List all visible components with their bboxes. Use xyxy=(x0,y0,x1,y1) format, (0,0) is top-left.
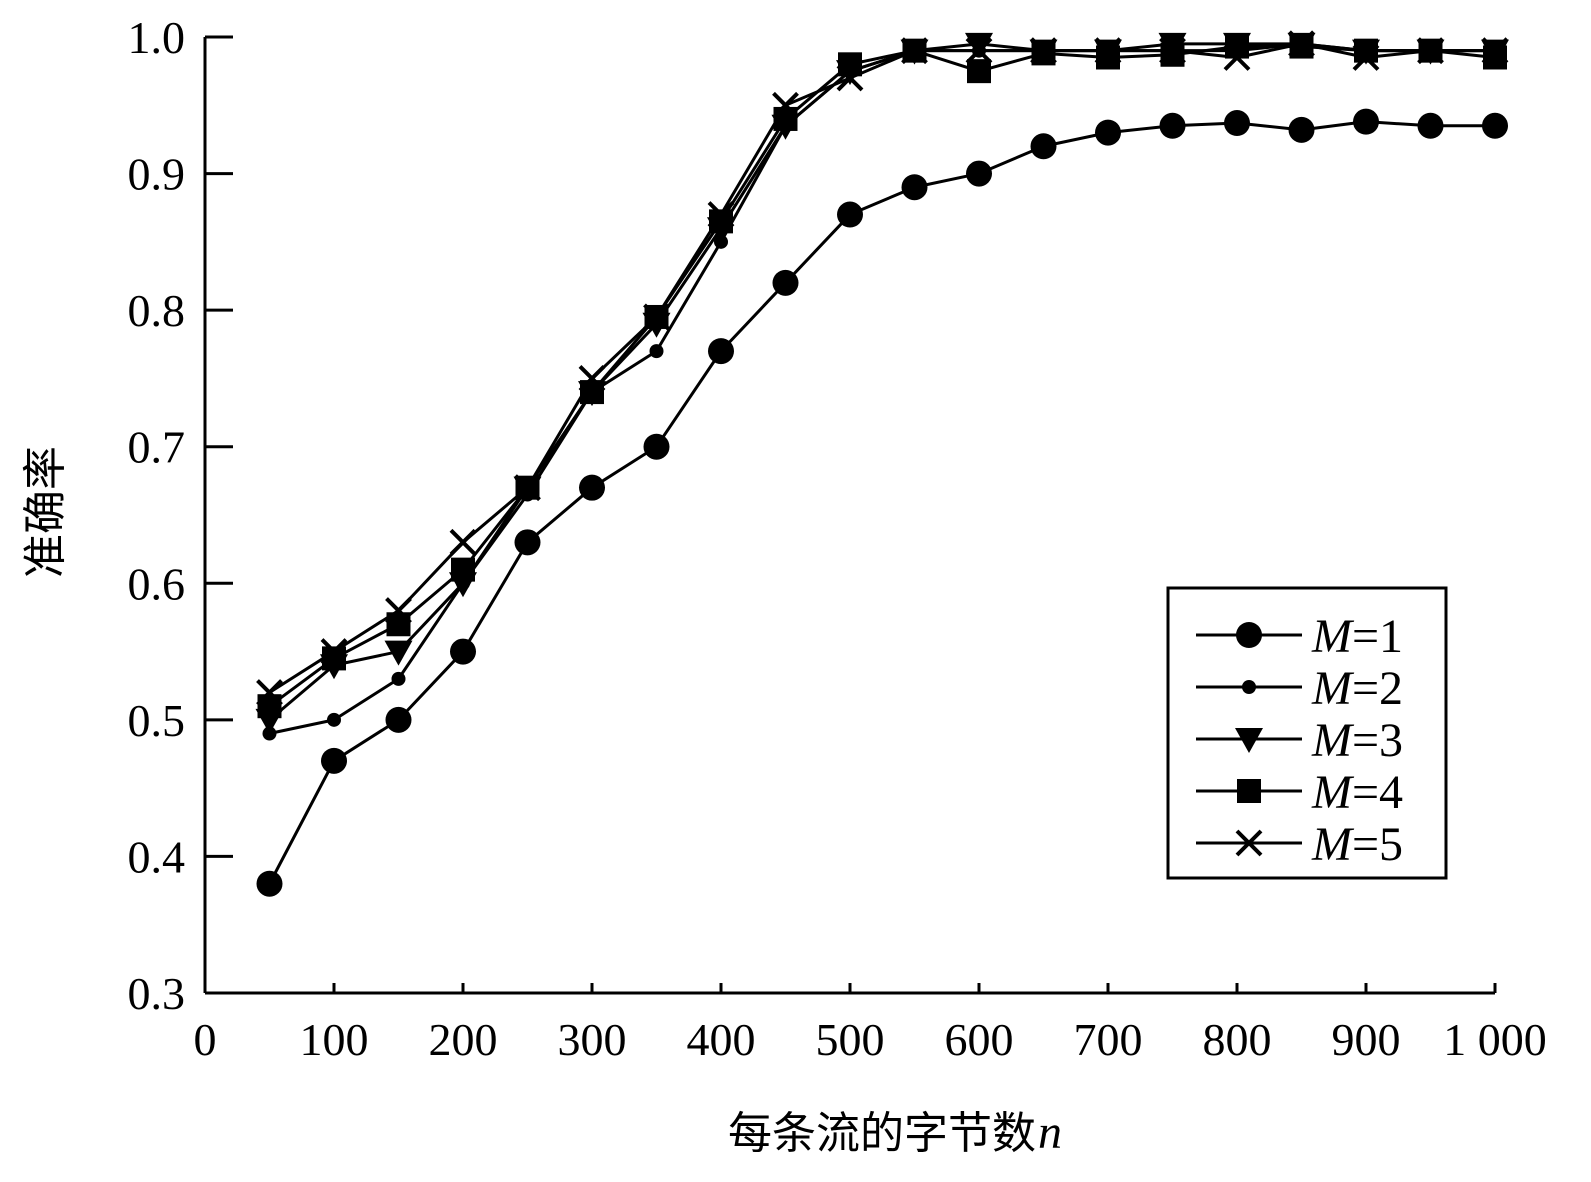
data-point xyxy=(1160,42,1185,67)
data-point xyxy=(1094,37,1122,65)
x-tick-label: 400 xyxy=(687,1014,756,1065)
data-point xyxy=(451,557,475,582)
data-point xyxy=(901,174,928,201)
y-tick-label: 0.9 xyxy=(128,149,186,200)
data-point xyxy=(643,303,670,331)
data-point xyxy=(965,37,993,65)
data-point xyxy=(384,640,413,666)
data-point xyxy=(1288,30,1315,58)
data-point xyxy=(320,638,348,665)
x-tick-label: 500 xyxy=(816,1014,885,1065)
legend-marker xyxy=(1242,680,1256,694)
data-point xyxy=(1482,112,1508,139)
data-point xyxy=(391,671,406,686)
x-axis-label: 每条流的字节数 xyxy=(728,1108,1036,1159)
x-tick-label: 200 xyxy=(429,1014,498,1065)
y-tick-label: 1.0 xyxy=(128,12,186,63)
legend-item: M=2 xyxy=(1196,662,1403,715)
legend-box xyxy=(1166,586,1448,880)
legend-marker xyxy=(1236,622,1262,648)
data-point xyxy=(257,694,282,719)
data-point xyxy=(385,706,412,733)
x-tick-label: 700 xyxy=(1074,1014,1143,1065)
data-point xyxy=(385,597,412,625)
y-tick-label: 0.7 xyxy=(128,422,186,473)
data-point xyxy=(450,638,476,665)
x-axis-title: 每条流的字节数 n xyxy=(728,1106,1062,1159)
data-point xyxy=(772,269,799,296)
data-point xyxy=(837,201,863,228)
legend-label: M=2 xyxy=(1311,662,1403,715)
x-tick-label: 600 xyxy=(945,1014,1014,1065)
data-point xyxy=(1030,37,1057,65)
y-tick-label: 0.4 xyxy=(128,831,186,882)
data-point xyxy=(1223,44,1251,71)
data-point xyxy=(1417,37,1444,65)
data-point xyxy=(836,64,864,92)
series-M=5 xyxy=(256,30,1509,706)
x-tick-label: 0 xyxy=(194,1014,217,1065)
y-tick-label: 0.3 xyxy=(128,968,186,1019)
legend: M=1M=2M=3M=4M=5 xyxy=(1166,586,1448,880)
data-point xyxy=(1353,108,1379,135)
x-tick-label: 300 xyxy=(558,1014,627,1065)
x-tick-label: 900 xyxy=(1332,1014,1401,1065)
y-tick-label: 0.8 xyxy=(128,285,186,336)
data-point xyxy=(1224,110,1250,137)
data-point xyxy=(579,474,605,501)
legend-item: M=3 xyxy=(1196,714,1403,767)
data-point xyxy=(256,870,283,897)
series-layer xyxy=(255,30,1509,897)
data-point xyxy=(1030,133,1057,160)
legend-label: M=4 xyxy=(1311,766,1403,819)
data-point xyxy=(772,91,799,119)
data-point xyxy=(514,474,541,502)
legend-marker xyxy=(1235,829,1263,857)
legend-marker xyxy=(1237,779,1261,803)
data-point xyxy=(327,712,341,727)
y-tick-label: 0.6 xyxy=(128,558,186,609)
legend-label: M=5 xyxy=(1311,818,1403,871)
data-point xyxy=(966,160,992,187)
axes: 0 100 200 300 400 500 600 700 800 900 1 000 0.3 0.4 0… xyxy=(128,12,1547,1065)
data-point xyxy=(578,365,606,392)
data-point xyxy=(708,338,734,365)
data-point xyxy=(649,344,664,359)
x-tick-label: 100 xyxy=(300,1014,369,1065)
data-point xyxy=(1095,119,1121,146)
data-point xyxy=(1159,37,1186,65)
legend-label: M=3 xyxy=(1311,714,1403,767)
data-point xyxy=(321,747,347,774)
legend-item: M=5 xyxy=(1196,818,1403,871)
data-point xyxy=(1352,44,1380,71)
data-point xyxy=(449,528,477,556)
data-point xyxy=(1288,116,1315,143)
data-point xyxy=(256,679,283,706)
data-point xyxy=(643,433,670,460)
legend-item: M=1 xyxy=(1196,610,1403,663)
data-point xyxy=(967,59,991,84)
x-axis-variable: n xyxy=(1038,1106,1062,1159)
x-tick-label: 1 000 xyxy=(1443,1014,1547,1065)
legend-item: M=4 xyxy=(1196,766,1403,819)
legend-marker xyxy=(1235,728,1263,753)
legend-label: M=1 xyxy=(1311,610,1403,663)
data-point xyxy=(514,529,541,556)
data-point xyxy=(901,37,928,65)
data-point xyxy=(1481,37,1509,65)
y-axis-label: 准确率 xyxy=(20,446,71,578)
data-point xyxy=(1417,112,1444,139)
y-tick-label: 0.5 xyxy=(128,695,186,746)
data-point xyxy=(707,201,735,228)
data-point xyxy=(1159,112,1186,139)
x-tick-label: 800 xyxy=(1203,1014,1272,1065)
data-point xyxy=(838,52,862,77)
series-M=1 xyxy=(256,108,1508,897)
data-point xyxy=(965,32,993,58)
